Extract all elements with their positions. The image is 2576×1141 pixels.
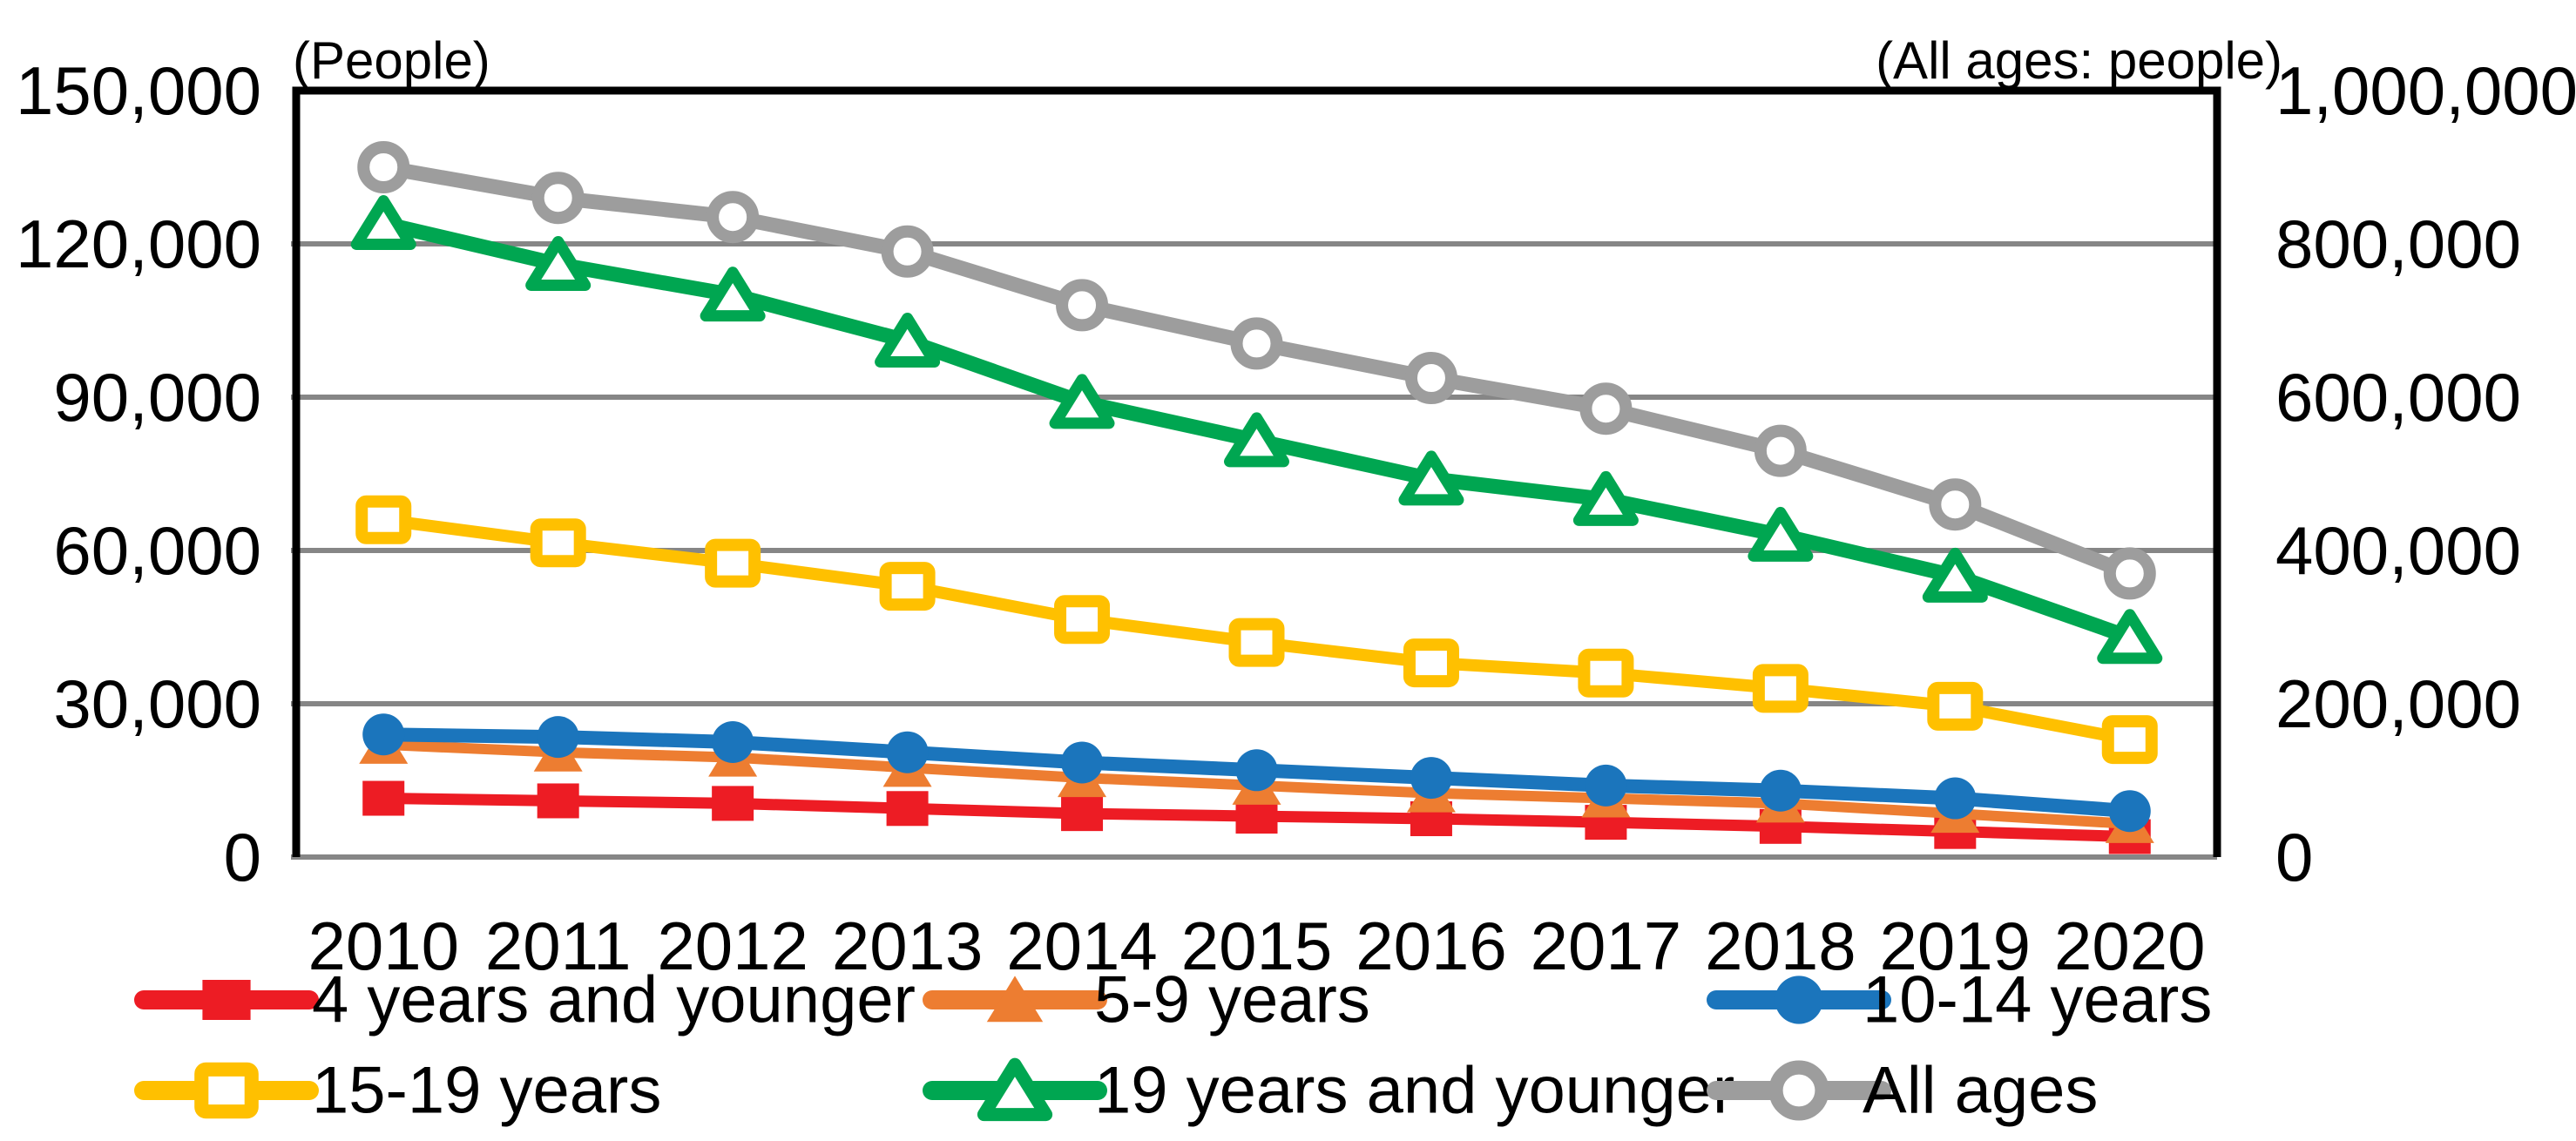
y2-axis-tick-label: 200,000 <box>2275 665 2521 742</box>
open-triangle-marker <box>1922 547 1988 603</box>
open-square-marker <box>2101 715 2158 765</box>
open-square-marker <box>1927 681 1984 731</box>
y2-axis-tick-label: 1,000,000 <box>2275 52 2576 129</box>
open-triangle-marker <box>1049 374 1115 429</box>
y-axis-tick-label: 0 <box>224 819 261 895</box>
open-circle-marker <box>1768 1060 1829 1121</box>
filled-circle-marker <box>1585 764 1627 807</box>
open-triangle-marker <box>1398 450 1464 506</box>
legend-item-label: 4 years and younger <box>312 963 916 1037</box>
legend-item-label: 19 years and younger <box>1094 1054 1734 1128</box>
open-triangle-marker <box>875 312 941 368</box>
open-triangle-marker <box>350 195 416 251</box>
open-triangle-marker <box>700 267 766 322</box>
filled-circle-marker <box>537 716 579 759</box>
legend-item-label: 10-14 years <box>1863 963 2212 1037</box>
legend-item: 4 years and younger <box>134 963 916 1037</box>
x-axis-labels: 2010 2011 2012 2013 2014 2015 2016 2017 2018 2019… <box>308 908 2205 984</box>
y-axis-tick-label: 30,000 <box>53 665 261 742</box>
y-axis-tick-label: 90,000 <box>53 359 261 435</box>
filled-circle-marker <box>1061 741 1104 784</box>
open-square-marker <box>1228 618 1285 667</box>
legend-item: All ages <box>1707 1054 2098 1128</box>
x-axis-year-label: 2010 <box>308 908 459 984</box>
filled-circle-marker <box>1759 769 1802 812</box>
open-triangle-marker <box>1572 470 1639 526</box>
open-square-marker <box>530 518 586 568</box>
filled-square-marker <box>362 780 405 816</box>
filled-circle-marker <box>2108 790 2151 833</box>
filled-circle-marker <box>886 731 929 773</box>
filled-circle-marker <box>362 713 405 756</box>
x-axis-year-label: 2019 <box>1880 908 2032 984</box>
x-axis-year-label: 2011 <box>485 908 632 984</box>
open-circle-marker <box>531 172 585 225</box>
open-circle-marker <box>1404 352 1457 404</box>
x-axis-year-label: 2015 <box>1181 908 1333 984</box>
y-axis-tick-label: 60,000 <box>53 512 261 589</box>
filled-square-marker <box>712 786 754 821</box>
legend-item: 15-19 years <box>134 1054 661 1128</box>
open-square-marker <box>355 495 412 544</box>
legend-item-label: 15-19 years <box>312 1054 661 1128</box>
open-triangle-marker <box>1224 412 1289 468</box>
legend-item-label: All ages <box>1863 1054 2098 1128</box>
open-circle-marker <box>357 141 410 193</box>
open-square-marker <box>705 538 761 588</box>
open-triangle-marker <box>977 1057 1053 1122</box>
x-axis-year-label: 2018 <box>1705 908 1856 984</box>
filled-circle-marker <box>1934 777 1977 820</box>
open-circle-marker <box>1056 279 1109 332</box>
open-circle-marker <box>881 225 934 278</box>
filled-circle-marker <box>1775 976 1823 1024</box>
legend-item-label: 5-9 years <box>1094 963 1370 1037</box>
open-triangle-marker <box>1748 506 1814 562</box>
open-circle-marker <box>2103 547 2156 600</box>
filled-square-marker <box>537 783 579 819</box>
y2-axis-tick-label: 600,000 <box>2275 359 2521 435</box>
x-axis-year-label: 2012 <box>657 908 808 984</box>
open-triangle-marker <box>525 235 592 291</box>
x-axis-year-label: 2013 <box>832 908 984 984</box>
filled-triangle-marker <box>986 976 1044 1023</box>
filled-square-marker <box>1061 796 1104 832</box>
x-axis-year-label: 2017 <box>1531 908 1682 984</box>
y2-axis-tick-label: 800,000 <box>2275 206 2521 282</box>
y2-axis-tick-label: 400,000 <box>2275 512 2521 589</box>
filled-circle-marker <box>1410 757 1452 800</box>
open-square-marker <box>1752 664 1809 713</box>
right-axis-tick-labels: 1,000,000 800,000 600,000 400,000 200,000 0 <box>2275 52 2576 895</box>
left-axis-title: (People) <box>293 31 490 90</box>
open-circle-marker <box>1754 424 1807 477</box>
y2-axis-tick-label: 0 <box>2275 819 2313 895</box>
open-square-marker <box>879 562 936 611</box>
filled-circle-marker <box>1235 749 1278 792</box>
x-axis-year-label: 2020 <box>2054 908 2206 984</box>
open-circle-marker <box>1929 478 1982 531</box>
open-circle-marker <box>1579 382 1633 435</box>
open-square-marker <box>1403 638 1459 688</box>
filled-square-marker <box>202 980 251 1020</box>
open-square-marker <box>194 1062 259 1119</box>
left-axis-tick-labels: 150,000 120,000 90,000 60,000 30,000 0 <box>16 52 261 895</box>
open-circle-marker <box>1230 317 1283 370</box>
plot-border <box>292 86 2221 857</box>
x-axis-year-label: 2016 <box>1356 908 1507 984</box>
open-square-marker <box>1054 595 1111 645</box>
y-axis-tick-label: 120,000 <box>16 206 261 282</box>
open-triangle-marker <box>2097 609 2163 665</box>
open-circle-marker <box>707 191 760 244</box>
open-square-marker <box>1578 648 1634 698</box>
filled-square-marker <box>886 791 929 827</box>
right-axis-title: (All ages: people) <box>1876 31 2282 90</box>
filled-circle-marker <box>712 721 754 763</box>
y-axis-tick-label: 150,000 <box>16 52 261 129</box>
x-axis-year-label: 2014 <box>1006 908 1158 984</box>
